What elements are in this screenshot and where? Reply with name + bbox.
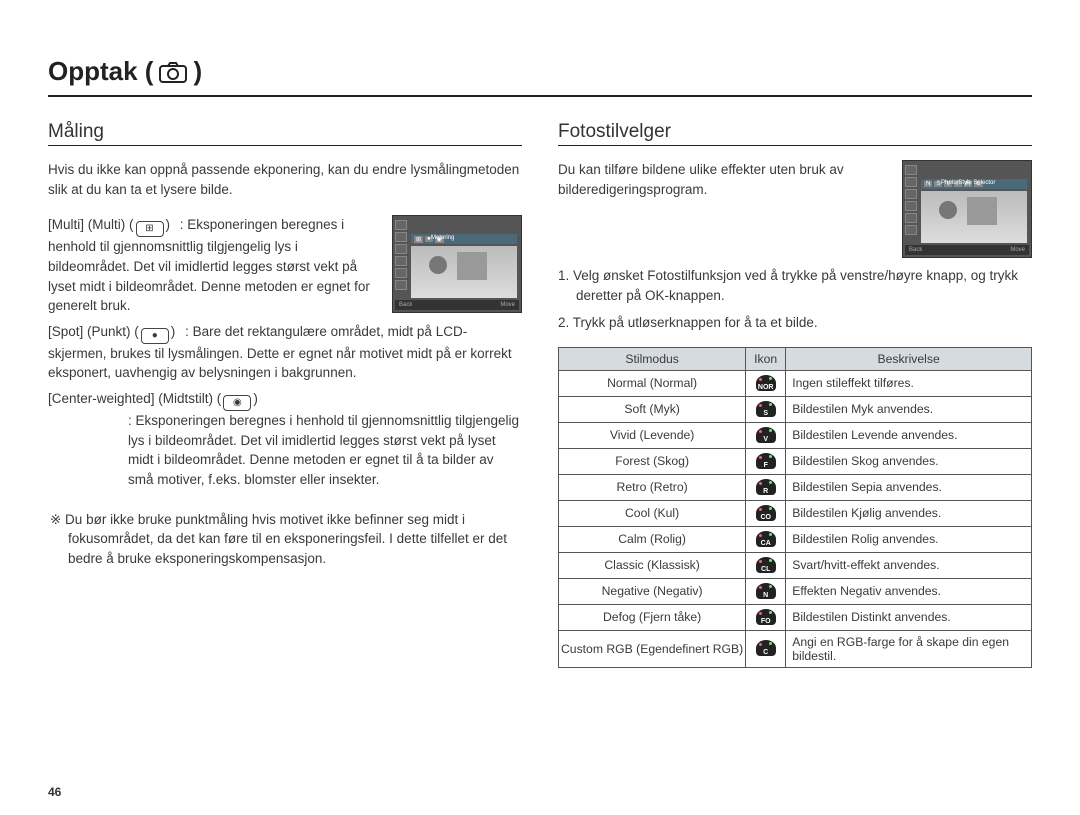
cell-icon: C [746, 630, 786, 667]
palette-icon: CA [756, 531, 776, 547]
table-row: Forest (Skog) F Bildestilen Skog anvendes. [559, 448, 1032, 474]
right-heading-rule [558, 145, 1032, 146]
cell-icon: CA [746, 526, 786, 552]
cell-mode: Vivid (Levende) [559, 422, 746, 448]
left-intro: Hvis du ikke kan oppnå passende ekponeri… [48, 160, 522, 199]
cell-icon: FO [746, 604, 786, 630]
cell-icon: V [746, 422, 786, 448]
cell-mode: Negative (Negativ) [559, 578, 746, 604]
table-row: Defog (Fjern tåke) FO Bildestilen Distinkt… [559, 604, 1032, 630]
right-column: Fotostilvelger NSVFRC Photo Style Select… [558, 121, 1032, 668]
palette-icon: N [756, 583, 776, 599]
cell-icon: R [746, 474, 786, 500]
right-heading: Fotostilvelger [558, 121, 1032, 143]
table-row: Cool (Kul) CO Bildestilen Kjølig anvendes. [559, 500, 1032, 526]
cell-icon: NOR [746, 370, 786, 396]
def-term: [Spot] (Punkt) (●) [48, 324, 179, 339]
left-column: Måling Hvis du ikke kan oppnå passende e… [48, 121, 522, 668]
def-spot: [Spot] (Punkt) (●) : Bare det rektangulæ… [48, 322, 522, 383]
table-row: Vivid (Levende) V Bildestilen Levende anve… [559, 422, 1032, 448]
metering-ui-thumbnail: ⊞●◉ Metering Back Move [392, 215, 522, 313]
table-row: Custom RGB (Egendefinert RGB) C Angi en RG… [559, 630, 1032, 667]
palette-icon: NOR [756, 375, 776, 391]
cell-mode: Calm (Rolig) [559, 526, 746, 552]
thumb-back-label: Back [909, 247, 922, 253]
cell-desc: Bildestilen Skog anvendes. [786, 448, 1032, 474]
table-row: Soft (Myk) S Bildestilen Myk anvendes. [559, 396, 1032, 422]
palette-icon: F [756, 453, 776, 469]
thumb-label: Metering [431, 235, 454, 241]
cell-desc: Angi en RGB-farge for å skape din egen b… [786, 630, 1032, 667]
cell-desc: Svart/hvitt-effekt anvendes. [786, 552, 1032, 578]
cell-desc: Bildestilen Rolig anvendes. [786, 526, 1032, 552]
cell-mode: Soft (Myk) [559, 396, 746, 422]
photostyle-ui-thumbnail: NSVFRC Photo Style Selector Back Move [902, 160, 1032, 258]
palette-icon: V [756, 427, 776, 443]
left-heading: Måling [48, 121, 522, 143]
table-row: Classic (Klassisk) CL Svart/hvitt-effekt a… [559, 552, 1032, 578]
def-term: [Multi] (Multi) (⊞) [48, 217, 174, 232]
palette-icon: C [756, 640, 776, 656]
thumb-label: Photo Style Selector [941, 180, 995, 186]
palette-icon: CL [756, 557, 776, 573]
step-item: 2. Trykk på utløserknappen for å ta et b… [558, 313, 1032, 333]
camera-icon [159, 61, 187, 83]
cell-desc: Effekten Negativ anvendes. [786, 578, 1032, 604]
cell-desc: Bildestilen Distinkt anvendes. [786, 604, 1032, 630]
table-header-row: Stilmodus Ikon Beskrivelse [559, 347, 1032, 370]
cell-icon: CO [746, 500, 786, 526]
table-row: Normal (Normal) NOR Ingen stileffekt tilfø… [559, 370, 1032, 396]
cell-mode: Defog (Fjern tåke) [559, 604, 746, 630]
page-title-row: Opptak ( ) [48, 56, 1032, 87]
th-mode: Stilmodus [559, 347, 746, 370]
table-row: Negative (Negativ) N Effekten Negativ anve… [559, 578, 1032, 604]
step-item: 1. Velg ønsket Fotostilfunksjon ved å tr… [558, 266, 1032, 307]
table-row: Retro (Retro) R Bildestilen Sepia anvendes… [559, 474, 1032, 500]
style-table: Stilmodus Ikon Beskrivelse Normal (Norma… [558, 347, 1032, 668]
title-rule [48, 95, 1032, 97]
center-weighted-icon: ◉ [223, 395, 251, 411]
def-text: : Eksponeringen beregnes i henhold til g… [48, 411, 522, 489]
spot-icon: ● [141, 328, 169, 344]
thumb-move-label: Move [1010, 247, 1025, 253]
cell-mode: Custom RGB (Egendefinert RGB) [559, 630, 746, 667]
cell-icon: N [746, 578, 786, 604]
cell-icon: S [746, 396, 786, 422]
cell-mode: Forest (Skog) [559, 448, 746, 474]
cell-mode: Normal (Normal) [559, 370, 746, 396]
palette-icon: CO [756, 505, 776, 521]
palette-icon: FO [756, 609, 776, 625]
left-note: ※ Du bør ikke bruke punktmåling hvis mot… [48, 510, 522, 569]
multi-icon: ⊞ [136, 221, 164, 237]
left-heading-rule [48, 145, 522, 146]
cell-desc: Bildestilen Levende anvendes. [786, 422, 1032, 448]
th-desc: Beskrivelse [786, 347, 1032, 370]
cell-desc: Bildestilen Kjølig anvendes. [786, 500, 1032, 526]
cell-mode: Retro (Retro) [559, 474, 746, 500]
page-title-prefix: Opptak ( [48, 56, 153, 87]
thumb-back-label: Back [399, 302, 412, 308]
steps-list: 1. Velg ønsket Fotostilfunksjon ved å tr… [558, 266, 1032, 333]
cell-desc: Ingen stileffekt tilføres. [786, 370, 1032, 396]
cell-icon: F [746, 448, 786, 474]
cell-desc: Bildestilen Sepia anvendes. [786, 474, 1032, 500]
table-row: Calm (Rolig) CA Bildestilen Rolig anvendes… [559, 526, 1032, 552]
cell-mode: Cool (Kul) [559, 500, 746, 526]
palette-icon: R [756, 479, 776, 495]
def-term: [Center-weighted] (Midtstilt) (◉) [48, 391, 258, 406]
cell-mode: Classic (Klassisk) [559, 552, 746, 578]
cell-desc: Bildestilen Myk anvendes. [786, 396, 1032, 422]
thumb-move-label: Move [500, 302, 515, 308]
palette-icon: S [756, 401, 776, 417]
page-number: 46 [48, 785, 61, 799]
def-center: [Center-weighted] (Midtstilt) (◉) : Eksp… [48, 389, 522, 490]
columns: Måling Hvis du ikke kan oppnå passende e… [48, 121, 1032, 668]
page-title-suffix: ) [193, 56, 202, 87]
th-icon: Ikon [746, 347, 786, 370]
cell-icon: CL [746, 552, 786, 578]
